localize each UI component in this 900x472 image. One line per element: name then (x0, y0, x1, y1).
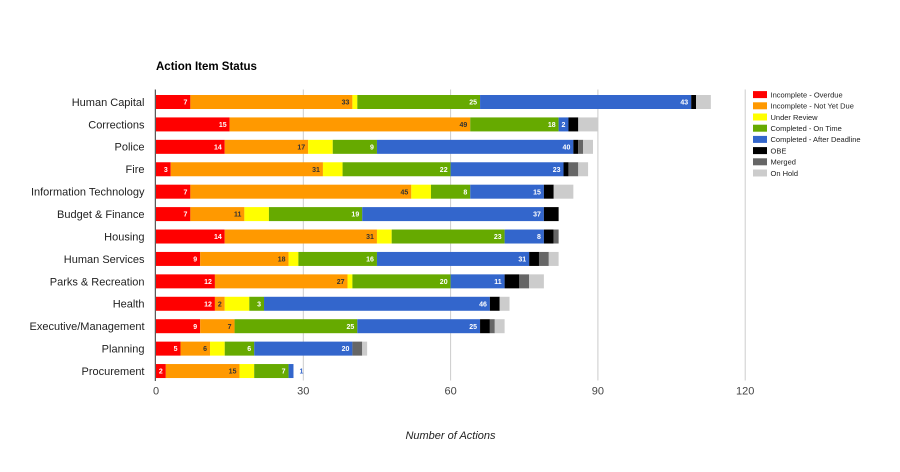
svg-text:15: 15 (219, 122, 227, 129)
svg-text:9: 9 (193, 324, 197, 331)
svg-text:Incomplete - Not Yet Due: Incomplete - Not Yet Due (771, 102, 854, 111)
svg-text:Parks & Recreation: Parks & Recreation (50, 276, 145, 288)
svg-text:Corrections: Corrections (88, 119, 145, 131)
svg-text:Number of Actions: Number of Actions (405, 430, 496, 442)
svg-text:37: 37 (533, 212, 541, 219)
svg-text:20: 20 (440, 279, 448, 286)
svg-text:27: 27 (337, 279, 345, 286)
svg-text:8: 8 (463, 189, 467, 196)
svg-text:25: 25 (469, 324, 477, 331)
svg-text:Under Review: Under Review (771, 113, 819, 122)
svg-text:90: 90 (592, 386, 604, 398)
svg-text:43: 43 (680, 100, 688, 107)
svg-text:Completed - After Deadline: Completed - After Deadline (771, 135, 861, 144)
svg-text:Budget & Finance: Budget & Finance (57, 209, 144, 221)
svg-text:18: 18 (278, 257, 286, 264)
svg-text:Procurement: Procurement (82, 366, 145, 378)
svg-text:18: 18 (548, 122, 556, 129)
svg-text:3: 3 (257, 301, 261, 308)
svg-text:14: 14 (214, 234, 222, 241)
svg-text:Fire: Fire (126, 164, 145, 176)
svg-text:Health: Health (113, 299, 145, 311)
svg-text:Completed - On Time: Completed - On Time (771, 124, 842, 133)
svg-text:12: 12 (204, 301, 212, 308)
svg-text:120: 120 (736, 386, 754, 398)
svg-text:46: 46 (479, 301, 487, 308)
svg-text:22: 22 (440, 167, 448, 174)
svg-text:7: 7 (183, 100, 187, 107)
svg-text:7: 7 (228, 324, 232, 331)
svg-text:Police: Police (115, 142, 145, 154)
svg-text:2: 2 (218, 301, 222, 308)
svg-text:On Hold: On Hold (771, 169, 799, 178)
svg-text:Incomplete - Overdue: Incomplete - Overdue (771, 90, 843, 99)
svg-text:11: 11 (494, 279, 502, 286)
svg-text:23: 23 (553, 167, 561, 174)
svg-text:3: 3 (164, 167, 168, 174)
svg-text:2: 2 (159, 369, 163, 376)
svg-text:Information Technology: Information Technology (31, 187, 145, 199)
svg-text:Executive/Management: Executive/Management (30, 321, 145, 333)
svg-text:30: 30 (297, 386, 309, 398)
svg-text:9: 9 (370, 144, 374, 151)
svg-text:31: 31 (518, 257, 526, 264)
svg-text:60: 60 (444, 386, 456, 398)
svg-text:Planning: Planning (102, 344, 145, 356)
svg-text:6: 6 (247, 346, 251, 353)
svg-text:16: 16 (366, 257, 374, 264)
svg-text:Housing: Housing (104, 231, 144, 243)
svg-text:OBE: OBE (771, 146, 787, 155)
svg-text:7: 7 (282, 369, 286, 376)
svg-text:49: 49 (459, 122, 467, 129)
svg-text:20: 20 (342, 346, 350, 353)
svg-text:1: 1 (299, 369, 303, 376)
svg-text:23: 23 (494, 234, 502, 241)
svg-text:6: 6 (203, 346, 207, 353)
svg-text:7: 7 (183, 189, 187, 196)
svg-text:7: 7 (183, 212, 187, 219)
svg-text:25: 25 (469, 100, 477, 107)
svg-text:15: 15 (229, 369, 237, 376)
svg-text:9: 9 (193, 257, 197, 264)
svg-text:Human Capital: Human Capital (72, 97, 145, 109)
svg-text:2: 2 (562, 122, 566, 129)
svg-text:40: 40 (563, 144, 571, 151)
svg-text:12: 12 (204, 279, 212, 286)
svg-text:14: 14 (214, 144, 222, 151)
svg-text:5: 5 (174, 346, 178, 353)
svg-text:33: 33 (342, 100, 350, 107)
svg-text:17: 17 (297, 144, 305, 151)
svg-text:25: 25 (347, 324, 355, 331)
svg-text:15: 15 (533, 189, 541, 196)
svg-text:Merged: Merged (771, 158, 796, 167)
svg-text:8: 8 (537, 234, 541, 241)
svg-text:Human Services: Human Services (64, 254, 145, 266)
svg-text:45: 45 (401, 189, 409, 196)
svg-text:0: 0 (153, 386, 159, 398)
svg-text:Action Item Status: Action Item Status (156, 61, 257, 73)
svg-text:19: 19 (351, 212, 359, 219)
svg-text:31: 31 (366, 234, 374, 241)
svg-text:11: 11 (234, 212, 242, 219)
svg-text:31: 31 (312, 167, 320, 174)
